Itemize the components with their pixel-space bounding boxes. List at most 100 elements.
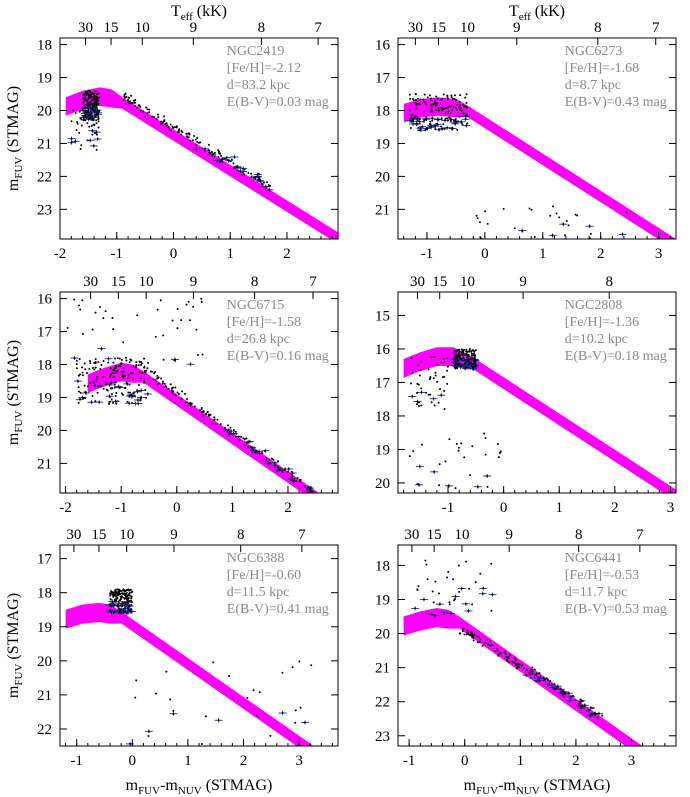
star-point [416,119,419,122]
star-point [455,98,458,101]
star-point [553,683,556,686]
y-tick-label: 15 [375,308,390,324]
star-point [428,122,431,125]
star-point [425,563,428,566]
star-point [415,98,418,101]
star-point [186,401,189,404]
star-point [161,121,164,124]
star-point [533,236,536,239]
star-point [161,380,164,383]
star-point [438,484,441,487]
star-point [97,102,100,105]
star-point [202,410,205,413]
star-point [132,392,135,395]
star-point [258,179,261,182]
star-point [137,364,140,367]
star-point [88,367,91,370]
star-point [454,118,457,121]
star-point [411,371,414,374]
star-point [91,395,94,398]
star-point [228,674,231,677]
star-point [115,372,118,375]
star-point [207,143,210,146]
panel-frame [397,544,677,747]
star-point [277,466,280,469]
star-point [169,698,172,701]
star-point [189,401,192,404]
y-tick-label: 19 [37,71,52,87]
annotation-cluster: NGC6715 [227,298,285,313]
annotation-ebv: E(B-V)=0.53 mag [565,602,667,617]
y-axis-label: mFUV (STMAG) [5,340,25,445]
star-point [242,167,245,170]
star-point [95,375,98,378]
star-point [430,401,433,404]
star-point [165,670,168,673]
star-point [430,126,433,129]
star-point [447,570,450,573]
star-point [126,589,129,592]
star-point [427,368,430,371]
star-point [430,613,433,616]
teff-tick-label: 15 [111,274,126,290]
teff-tick-label: 15 [91,527,106,543]
y-tick-label: 16 [375,38,391,54]
star-point [431,117,434,120]
star-point [110,381,113,384]
star-point [446,365,449,368]
star-point [252,449,255,452]
star-point [446,576,449,579]
star-point [505,658,508,661]
x-tick-label: 1 [229,500,237,516]
star-point [425,103,428,106]
star-point [452,358,455,361]
star-point [144,115,147,118]
star-point [232,432,235,435]
x-tick-label: 0 [173,500,181,516]
star-point [119,592,122,595]
star-point [90,113,93,116]
star-point [486,485,489,488]
star-point [161,382,164,385]
star-point [486,638,489,641]
star-point [448,116,451,119]
teff-tick-label: 8 [258,20,266,36]
star-point [86,372,89,375]
star-point [130,94,133,97]
star-point [107,357,110,360]
star-point [144,371,147,374]
star-point [409,126,412,129]
star-point [96,98,99,101]
star-point [408,455,411,458]
y-tick-label: 17 [37,325,53,341]
star-point [473,361,476,364]
star-point [466,631,469,634]
star-point [95,133,98,136]
star-point [216,418,219,421]
star-point [190,402,193,405]
star-point [94,366,97,369]
star-point [235,165,238,168]
star-point [450,96,453,99]
star-point [134,98,137,101]
star-point [467,360,470,363]
star-point [546,683,549,686]
star-point [196,353,199,356]
star-point [281,712,284,715]
star-point [463,456,466,459]
star-point [535,672,538,675]
star-point [94,132,97,135]
star-point [196,137,199,140]
star-point [443,407,446,410]
star-point [455,121,458,124]
star-point [502,207,505,210]
star-point [233,155,236,158]
star-point [128,591,131,594]
star-point [460,109,463,112]
star-point [126,382,129,385]
star-point [170,129,173,132]
star-point [453,361,456,364]
star-point [303,484,306,487]
star-point [173,126,176,129]
star-point [471,356,474,359]
